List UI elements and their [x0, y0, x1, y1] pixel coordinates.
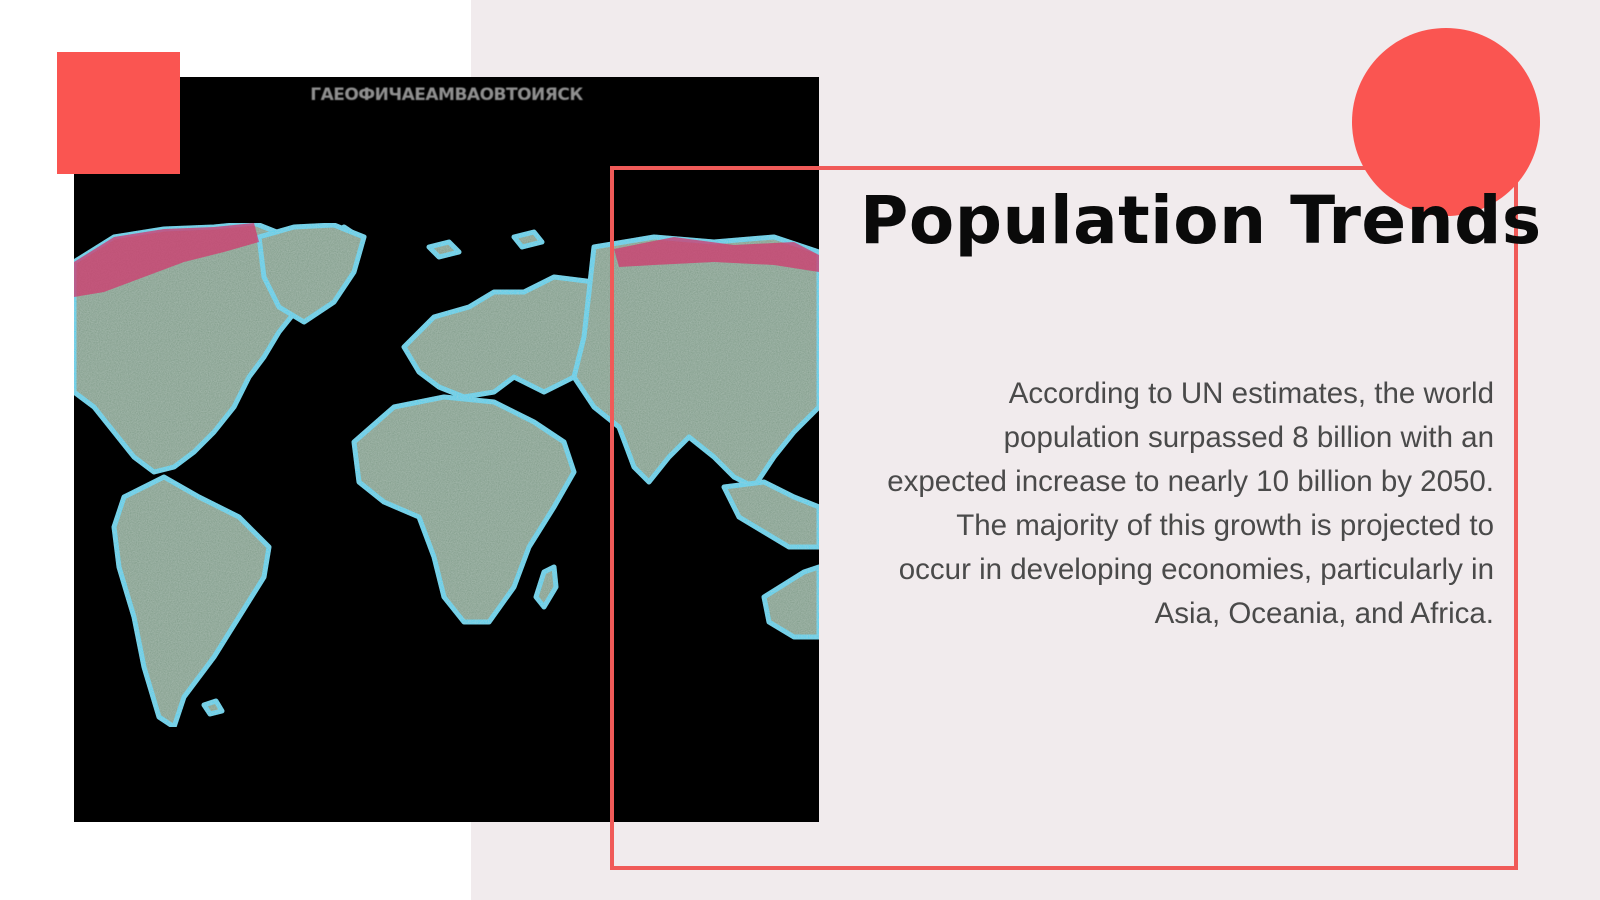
slide-title: Population Trends: [860, 182, 1542, 259]
southeast-asia-shape: [721, 479, 819, 550]
greenland-shape: [256, 222, 367, 325]
arctic-tint-west: [74, 223, 259, 297]
decorative-red-circle: [1352, 28, 1540, 216]
island-shape: [201, 698, 225, 717]
australia-shape: [761, 564, 819, 640]
decorative-red-square: [57, 52, 180, 174]
arctic-tint-east: [614, 237, 819, 272]
map-caption-text: ГАЕОФИЧАЕАМВАОВТОИЯСК: [310, 85, 583, 105]
world-map-image: ГАЕОФИЧАЕАМВАОВТОИЯСК: [74, 77, 819, 822]
world-map-graphic: [74, 220, 819, 730]
slide-body-text: According to UN estimates, the world pop…: [887, 377, 1494, 630]
africa-shape: [351, 394, 577, 625]
island-shape: [426, 239, 462, 260]
south-america-shape: [111, 474, 272, 730]
decorative-outline-frame: [610, 166, 1518, 870]
island-shape: [511, 229, 545, 250]
asia-shape: [571, 234, 819, 490]
madagascar-shape: [533, 564, 559, 610]
